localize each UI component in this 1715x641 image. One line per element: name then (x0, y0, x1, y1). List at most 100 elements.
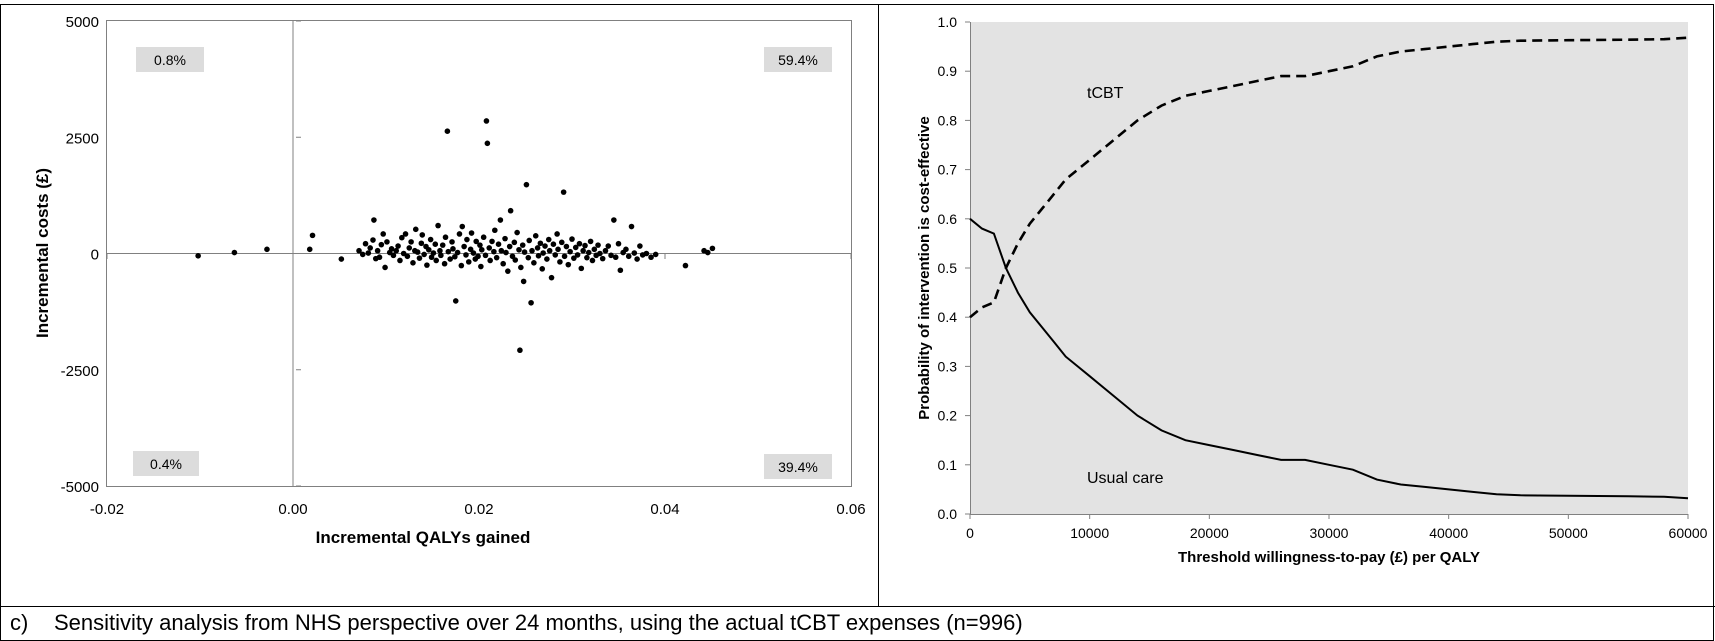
ceac-y-tick-label: 1.0 (938, 14, 958, 30)
scatter-point (544, 256, 550, 262)
scatter-point (637, 243, 643, 249)
scatter-point (378, 241, 385, 248)
scatter-point (625, 253, 632, 260)
scatter-point (557, 259, 563, 265)
scatter-point (615, 240, 622, 247)
scatter-point (454, 249, 461, 256)
scatter-point (578, 265, 585, 272)
scatter-point (445, 248, 452, 255)
scatter-point (532, 233, 539, 239)
scatter-point (518, 264, 524, 271)
scatter-point (463, 252, 469, 258)
scatter-point (486, 245, 493, 251)
cost-effectiveness-plane: 5000 2500 0 -2500 -5000 -0.02 0.00 0.02 0.04 0.0… (33, 14, 866, 547)
quadrant-label-bottom-right: 39.4% (778, 459, 818, 475)
ceac-y-tick-label: 0.9 (938, 63, 958, 79)
scatter-point (356, 247, 362, 254)
scatter-point (374, 247, 381, 254)
scatter-point (545, 236, 552, 243)
scatter-point (608, 252, 614, 259)
scatter-point (382, 264, 388, 271)
scatter-point (548, 274, 555, 281)
ceac-x-tick-label: 60000 (1669, 525, 1708, 541)
scatter-point (458, 262, 465, 269)
scatter-x-axis-label: Incremental QALYs gained (316, 528, 531, 547)
ceac-x-axis-label: Threshold willingness-to-pay (£) per QAL… (1178, 549, 1480, 566)
scatter-point (539, 266, 546, 272)
ceac-x-tick-label: 20000 (1190, 525, 1229, 541)
scatter-point (648, 254, 654, 261)
scatter-point (416, 255, 423, 261)
scatter-point (459, 223, 466, 230)
scatter-point (456, 231, 463, 237)
quadrant-label-box-top-left (136, 47, 204, 72)
scatter-point (595, 242, 601, 248)
scatter-point (399, 234, 405, 241)
scatter-point (517, 347, 523, 354)
ceac-y-tick-label: 0.0 (938, 506, 958, 522)
ceac-y-tick-label: 0.7 (938, 162, 958, 178)
ceac-x-tick-label: 40000 (1429, 525, 1468, 541)
scatter-point (338, 256, 345, 262)
scatter-point (370, 237, 376, 243)
scatter-point (597, 250, 603, 257)
scatter-point (550, 241, 557, 247)
scatter-point (631, 250, 638, 256)
scatter-point (362, 240, 369, 247)
scatter-point (542, 243, 548, 249)
ceac-plot-area (970, 22, 1688, 514)
scatter-point (480, 234, 487, 241)
scatter-point (367, 245, 373, 251)
scatter-point (441, 260, 448, 267)
ceac-y-tick-label: 0.4 (938, 309, 958, 325)
scatter-x-tick-label: -0.02 (90, 501, 124, 518)
scatter-x-tick-label: 0.06 (836, 501, 865, 518)
ceac-y-axis-label: Probability of intervention is cost-effe… (916, 116, 933, 419)
scatter-point (489, 238, 495, 245)
scatter-point (421, 251, 427, 258)
scatter-point (528, 299, 534, 306)
ceac-y-tick-label: 0.3 (938, 358, 958, 374)
scatter-x-tick-label: 0.04 (650, 501, 679, 518)
scatter-point (709, 245, 716, 252)
scatter-point (406, 245, 413, 251)
caption-text: Sensitivity analysis from NHS perspectiv… (54, 610, 1023, 635)
quadrant-label-top-left: 0.8% (154, 52, 186, 68)
scatter-point (576, 240, 583, 247)
scatter-point (427, 236, 434, 243)
scatter-point (567, 248, 573, 255)
scatter-point (264, 246, 270, 253)
scatter-point (612, 254, 619, 261)
scatter-point (414, 249, 421, 255)
scatter-point (623, 246, 629, 253)
scatter-point (442, 234, 449, 241)
acceptability-curve-chart: 0.0 0.1 0.2 0.3 0.4 0.5 0.6 0.7 0.8 0.9 1.0 0 10000… (916, 14, 1708, 566)
scatter-point (371, 217, 377, 223)
scatter-point (478, 246, 485, 253)
scatter-point (195, 253, 201, 259)
scatter-point (611, 217, 617, 223)
scatter-point (571, 255, 577, 261)
figure-caption: c) Sensitivity analysis from NHS perspect… (4, 606, 1710, 640)
scatter-point (495, 241, 502, 247)
scatter-point (395, 243, 401, 249)
ceac-y-tick-label: 0.8 (938, 112, 958, 128)
scatter-point (433, 257, 440, 264)
scatter-point (505, 268, 511, 274)
scatter-point (365, 250, 372, 256)
ceac-y-tick-label: 0.6 (938, 211, 958, 227)
scatter-point (552, 252, 559, 258)
scatter-y-tick-label: 0 (91, 247, 99, 264)
scatter-point (397, 257, 403, 264)
scatter-point (704, 249, 711, 256)
scatter-point (464, 236, 470, 243)
scatter-point (430, 250, 437, 256)
scatter-point (558, 239, 565, 246)
ceac-x-tick-label: 30000 (1310, 525, 1349, 541)
scatter-point (404, 253, 411, 260)
ceac-y-tick-label: 0.2 (938, 408, 958, 424)
scatter-point (534, 245, 541, 251)
scatter-point (503, 249, 509, 256)
scatter-y-tick-label: 5000 (66, 14, 99, 31)
scatter-point (535, 253, 542, 259)
